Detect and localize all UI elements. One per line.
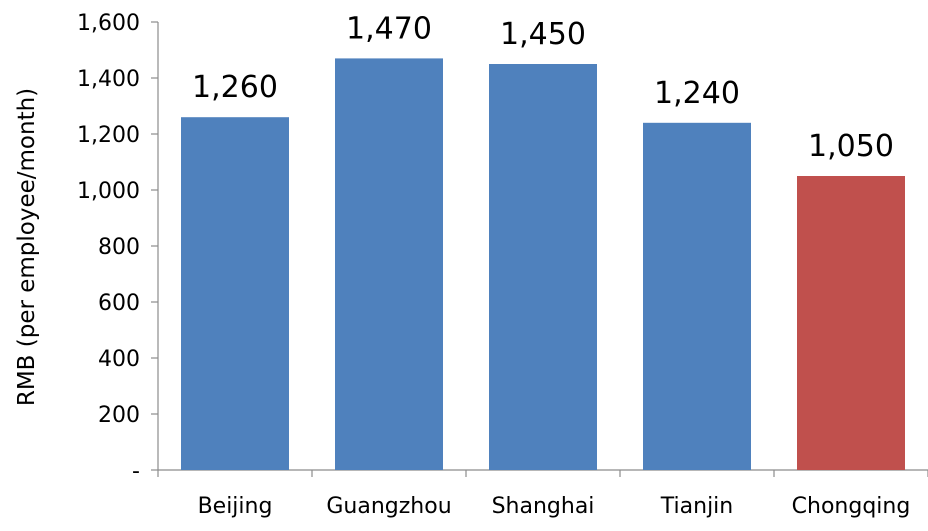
x-axis: Beijing Guangzhou Shanghai Tianjin Chongqing — [157, 469, 928, 519]
y-tick-label: 1,000 — [77, 179, 140, 204]
data-label: 1,450 — [500, 17, 586, 52]
y-tick-label: 600 — [98, 291, 140, 316]
y-tick-label: 1,200 — [77, 123, 140, 148]
y-tick-label: 1,400 — [77, 67, 140, 92]
y-axis: - 200 400 600 800 1,000 1,200 1,400 1,600 — [77, 11, 159, 484]
x-tick-label: Beijing — [198, 494, 273, 519]
x-tick-label: Tianjin — [660, 494, 733, 519]
bar-beijing — [181, 117, 289, 470]
x-tick-label: Chongqing — [792, 494, 911, 519]
data-label: 1,050 — [808, 129, 894, 164]
bars — [181, 58, 905, 471]
x-tick-label: Guangzhou — [326, 494, 451, 519]
data-labels: 1,260 1,470 1,450 1,240 1,050 — [192, 11, 894, 164]
data-label: 1,470 — [346, 11, 432, 46]
x-tick-label: Shanghai — [492, 494, 595, 519]
bar-guangzhou — [335, 58, 443, 471]
y-tick-label: 400 — [98, 347, 140, 372]
y-tick-label: - — [132, 459, 140, 484]
bar-chongqing — [797, 176, 905, 470]
y-tick-label: 200 — [98, 403, 140, 428]
data-label: 1,260 — [192, 70, 278, 105]
bar-tianjin — [643, 122, 751, 471]
data-label: 1,240 — [654, 76, 740, 111]
y-axis-title: RMB (per employee/month) — [14, 88, 40, 406]
bar-shanghai — [489, 64, 597, 470]
y-tick-label: 1,600 — [77, 11, 140, 36]
y-tick-label: 800 — [98, 235, 140, 260]
